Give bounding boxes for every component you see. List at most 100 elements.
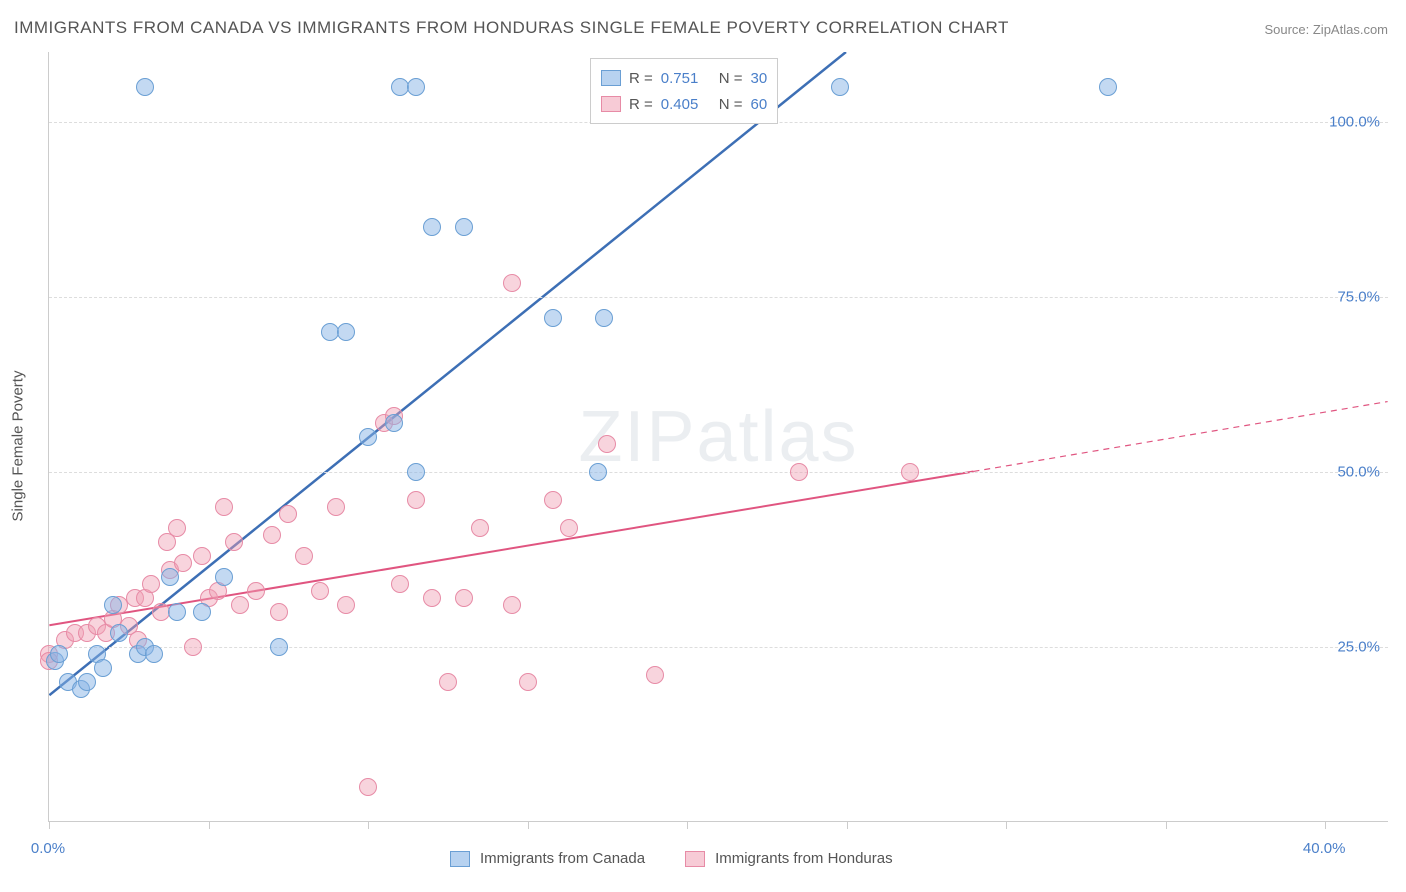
legend-row: R =0.751N =30: [601, 65, 767, 91]
legend-swatch: [450, 851, 470, 867]
data-point: [327, 498, 345, 516]
data-point: [263, 526, 281, 544]
data-point: [168, 519, 186, 537]
data-point: [455, 218, 473, 236]
x-tick: [209, 821, 210, 829]
data-point: [247, 582, 265, 600]
n-label: N =: [719, 70, 743, 87]
data-point: [901, 463, 919, 481]
data-point: [831, 78, 849, 96]
data-point: [598, 435, 616, 453]
legend-label: Immigrants from Honduras: [715, 850, 893, 867]
data-point: [136, 78, 154, 96]
legend-item: Immigrants from Honduras: [685, 850, 893, 867]
n-label: N =: [719, 96, 743, 113]
data-point: [225, 533, 243, 551]
trend-line: [973, 402, 1387, 472]
chart-title: IMMIGRANTS FROM CANADA VS IMMIGRANTS FRO…: [14, 18, 1009, 38]
data-point: [1099, 78, 1117, 96]
legend-item: Immigrants from Canada: [450, 850, 645, 867]
data-point: [503, 274, 521, 292]
data-point: [161, 568, 179, 586]
correlation-legend: R = 0.751 N = 30 R = 0.405 N = 60: [590, 58, 778, 124]
data-point: [359, 428, 377, 446]
data-point: [174, 554, 192, 572]
trend-lines-layer: [49, 52, 1388, 821]
data-point: [423, 218, 441, 236]
data-point: [407, 463, 425, 481]
y-tick-label: 100.0%: [1329, 114, 1380, 131]
data-point: [589, 463, 607, 481]
r-value: 0.405: [661, 96, 711, 113]
data-point: [519, 673, 537, 691]
data-point: [359, 778, 377, 796]
data-point: [503, 596, 521, 614]
data-point: [544, 491, 562, 509]
data-point: [215, 498, 233, 516]
data-point: [279, 505, 297, 523]
legend-row: R = 0.405 N = 60: [601, 91, 767, 117]
data-point: [455, 589, 473, 607]
x-tick: [49, 821, 50, 829]
y-axis-label: Single Female Poverty: [10, 371, 27, 522]
data-point: [439, 673, 457, 691]
data-point: [337, 323, 355, 341]
data-point: [560, 519, 578, 537]
data-point: [407, 78, 425, 96]
y-tick-label: 75.0%: [1337, 289, 1380, 306]
data-point: [471, 519, 489, 537]
gridline: [49, 297, 1388, 298]
data-point: [544, 309, 562, 327]
legend-label: Immigrants from Canada: [480, 850, 645, 867]
y-tick-label: 50.0%: [1337, 464, 1380, 481]
x-tick: [847, 821, 848, 829]
data-point: [104, 596, 122, 614]
data-point: [145, 645, 163, 663]
n-value: 60: [751, 96, 768, 113]
data-point: [270, 603, 288, 621]
data-point: [385, 414, 403, 432]
r-value: 0.751: [661, 70, 711, 87]
data-point: [94, 659, 112, 677]
chart-plot-area: ZIPatlas 25.0% 50.0% 75.0% 100.0%: [48, 52, 1388, 822]
data-point: [110, 624, 128, 642]
data-point: [646, 666, 664, 684]
series-legend: Immigrants from Canada Immigrants from Ho…: [450, 850, 893, 867]
watermark-text: ZIPatlas: [578, 396, 858, 478]
data-point: [790, 463, 808, 481]
data-point: [311, 582, 329, 600]
data-point: [337, 596, 355, 614]
data-point: [423, 589, 441, 607]
data-point: [168, 603, 186, 621]
data-point: [595, 309, 613, 327]
x-tick: [1006, 821, 1007, 829]
data-point: [193, 547, 211, 565]
x-tick: [687, 821, 688, 829]
data-point: [193, 603, 211, 621]
data-point: [407, 491, 425, 509]
gridline: [49, 647, 1388, 648]
legend-swatch: [601, 96, 621, 112]
n-value: 30: [751, 70, 768, 87]
data-point: [215, 568, 233, 586]
y-tick-label: 25.0%: [1337, 639, 1380, 656]
x-tick: [1166, 821, 1167, 829]
legend-swatch: [601, 70, 621, 86]
data-point: [231, 596, 249, 614]
data-point: [391, 575, 409, 593]
legend-swatch: [685, 851, 705, 867]
r-label: R =: [629, 96, 653, 113]
trend-line: [49, 52, 846, 695]
x-tick: [1325, 821, 1326, 829]
x-tick: [528, 821, 529, 829]
data-point: [142, 575, 160, 593]
data-point: [295, 547, 313, 565]
x-tick: [368, 821, 369, 829]
data-point: [50, 645, 68, 663]
x-tick-label: 0.0%: [31, 840, 65, 857]
data-point: [270, 638, 288, 656]
x-tick-label: 40.0%: [1303, 840, 1346, 857]
gridline: [49, 472, 1388, 473]
data-point: [184, 638, 202, 656]
source-attribution: Source: ZipAtlas.com: [1264, 22, 1388, 37]
